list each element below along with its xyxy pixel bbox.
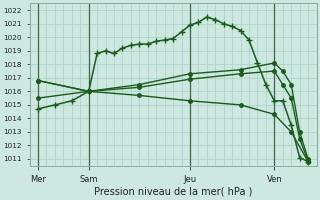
X-axis label: Pression niveau de la mer( hPa ): Pression niveau de la mer( hPa ) [94,187,252,197]
